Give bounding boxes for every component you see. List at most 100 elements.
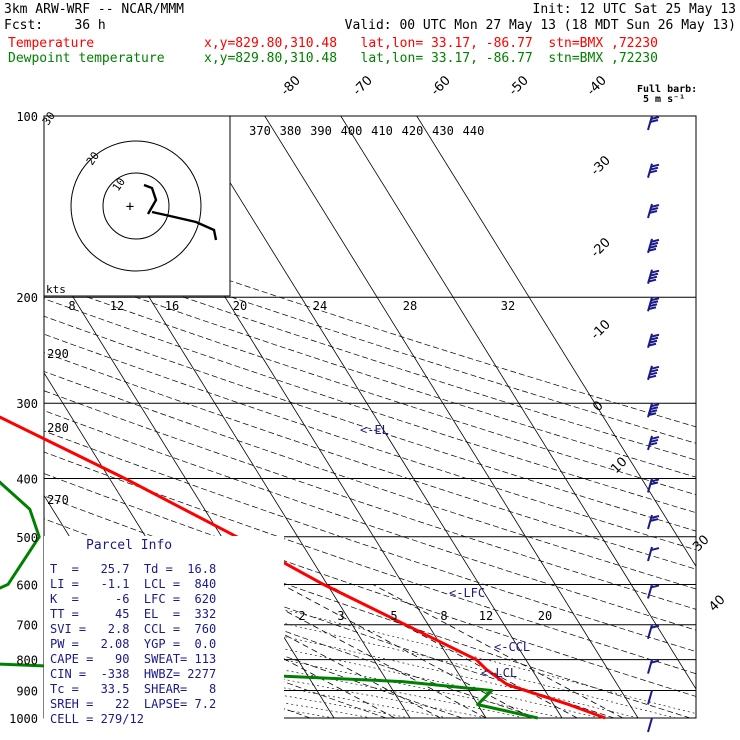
isotherm-label: -10 bbox=[588, 317, 614, 343]
mixing-ratio-label: 2 bbox=[298, 609, 305, 623]
dry-adiabat bbox=[44, 451, 696, 675]
dry-adiabat bbox=[44, 264, 696, 478]
mixing-ratio-label: 12 bbox=[110, 299, 124, 313]
pressure-tick-label: 700 bbox=[16, 619, 38, 633]
isotherm-label: 30 bbox=[690, 533, 712, 555]
hodograph-ring bbox=[102, 172, 170, 240]
dry-adiabat bbox=[44, 430, 696, 652]
dry-adiabat bbox=[44, 298, 696, 514]
mixing-ratio-label: 16 bbox=[165, 299, 179, 313]
parcel-row: CAPE = 90 SWEAT= 113 bbox=[50, 652, 217, 666]
pressure-tick-label: 200 bbox=[16, 291, 38, 305]
wind-barb bbox=[647, 402, 660, 418]
isotherm-line bbox=[416, 116, 696, 568]
moist-adiabat bbox=[44, 584, 639, 718]
theta-label: 270 bbox=[47, 493, 69, 507]
mixing-ratio-label: 8 bbox=[68, 299, 75, 313]
mixing-ratio-line bbox=[190, 584, 441, 718]
legend-temperature: Temperature bbox=[8, 36, 95, 51]
barb-legend-value: 5 m s⁻¹ bbox=[643, 94, 686, 105]
mixing-ratio-label: 5 bbox=[390, 609, 397, 623]
pressure-tick-label: 400 bbox=[16, 472, 38, 486]
isotherm-label: 40 bbox=[706, 593, 728, 615]
isotherm-line bbox=[340, 116, 696, 690]
mixing-ratio-line bbox=[235, 584, 487, 718]
theta-label: 390 bbox=[310, 124, 332, 138]
theta-label: 420 bbox=[402, 124, 424, 138]
parcel-info-panel: Parcel Info T = 25.7 Td = 16.8 LI = -1.1… bbox=[44, 536, 284, 732]
hodograph-trace bbox=[143, 183, 218, 241]
mixing-ratio-line bbox=[372, 584, 623, 718]
isotherm-line bbox=[188, 116, 563, 718]
theta-label: 430 bbox=[432, 124, 454, 138]
pressure-tick-label: 300 bbox=[16, 397, 38, 411]
mixing-ratio-label: 28 bbox=[403, 299, 417, 313]
wind-barb bbox=[647, 365, 660, 381]
ccl-label: <-CCL bbox=[494, 640, 531, 654]
hodograph-ring bbox=[70, 140, 202, 272]
dry-adiabat bbox=[44, 390, 696, 610]
wind-barb bbox=[647, 203, 660, 219]
mixing-ratio-label: 24 bbox=[313, 299, 327, 313]
moist-adiabat bbox=[44, 599, 601, 718]
pressure-tick-label: 900 bbox=[16, 684, 38, 698]
dry-adiabat bbox=[44, 248, 696, 461]
isotherm-label: -20 bbox=[588, 235, 614, 261]
wind-barb bbox=[647, 333, 660, 349]
mixing-ratio-label: 20 bbox=[233, 299, 247, 313]
valid-time: Valid: 00 UTC Mon 27 May 13 (18 MDT Sun … bbox=[344, 18, 736, 33]
theta-label: 410 bbox=[371, 124, 393, 138]
wind-barb bbox=[647, 238, 660, 254]
parcel-row: SREH = 22 LAPSE= 7.2 bbox=[50, 697, 217, 711]
wind-barb bbox=[647, 478, 660, 493]
dry-adiabat bbox=[44, 216, 696, 428]
theta-label: 380 bbox=[280, 124, 302, 138]
mixing-ratio-line bbox=[327, 584, 578, 718]
plot-frame bbox=[43, 115, 697, 719]
mixing-ratio-label: 3 bbox=[337, 609, 344, 623]
wind-barb bbox=[647, 717, 653, 733]
theta-label: 370 bbox=[249, 124, 271, 138]
pressure-tick-label: 500 bbox=[16, 531, 38, 545]
isotherm-label: -40 bbox=[584, 73, 610, 99]
parcel-row: TT = 45 EL = 332 bbox=[50, 607, 217, 621]
parcel-row: CELL = 279/12 bbox=[50, 712, 144, 726]
wind-barb bbox=[647, 269, 660, 284]
dry-adiabat bbox=[44, 495, 691, 718]
wind-barb bbox=[647, 659, 660, 674]
forecast-hour: Fcst: 36 h bbox=[4, 18, 106, 33]
mixing-ratio-label: 8 bbox=[440, 609, 447, 623]
isotherm-label: -50 bbox=[506, 73, 532, 99]
hodograph-ring-label: 30 bbox=[40, 109, 58, 127]
hodograph-units: kts bbox=[46, 283, 66, 296]
parcel-row: LI = -1.1 LCL = 840 bbox=[50, 577, 217, 591]
wind-barb bbox=[647, 584, 660, 599]
parcel-row: K = -6 LFC = 620 bbox=[50, 592, 217, 606]
isotherm-line bbox=[264, 116, 639, 718]
legend-dewpoint: Dewpoint temperature bbox=[8, 51, 165, 66]
wind-barb bbox=[647, 296, 660, 312]
init-time: Init: 12 UTC Sat 25 May 13 bbox=[532, 2, 737, 17]
parcel-row: PW = 2.08 YGP = 0.0 bbox=[50, 637, 217, 651]
model-title: 3km ARW-WRF -- NCAR/MMM bbox=[4, 2, 185, 17]
wind-barb bbox=[647, 163, 660, 178]
parcel-row: T = 25.7 Td = 16.8 bbox=[50, 562, 217, 576]
pressure-tick-label: 800 bbox=[16, 654, 38, 668]
dewpoint-line bbox=[0, 480, 539, 720]
parcel-info-title: Parcel Info bbox=[86, 538, 173, 553]
barb-legend-title: Full barb: bbox=[637, 84, 698, 95]
pressure-tick-label: 1000 bbox=[9, 712, 38, 726]
mixing-ratio-line bbox=[281, 584, 532, 718]
isotherm-label: -70 bbox=[350, 73, 376, 99]
theta-label: 280 bbox=[47, 421, 69, 435]
dry-adiabat bbox=[44, 315, 696, 532]
hodograph-frame bbox=[43, 115, 231, 297]
hodograph-center: + bbox=[126, 199, 134, 215]
isotherm-label: -60 bbox=[428, 73, 454, 99]
parcel-row: SVI = 2.8 CCL = 760 bbox=[50, 622, 217, 636]
hodograph-ring-label: 20 bbox=[84, 149, 102, 167]
mixing-ratio-label: 20 bbox=[538, 609, 552, 623]
lfc-label: <-LFC bbox=[449, 586, 486, 600]
mixing-ratio-label: 12 bbox=[479, 609, 493, 623]
